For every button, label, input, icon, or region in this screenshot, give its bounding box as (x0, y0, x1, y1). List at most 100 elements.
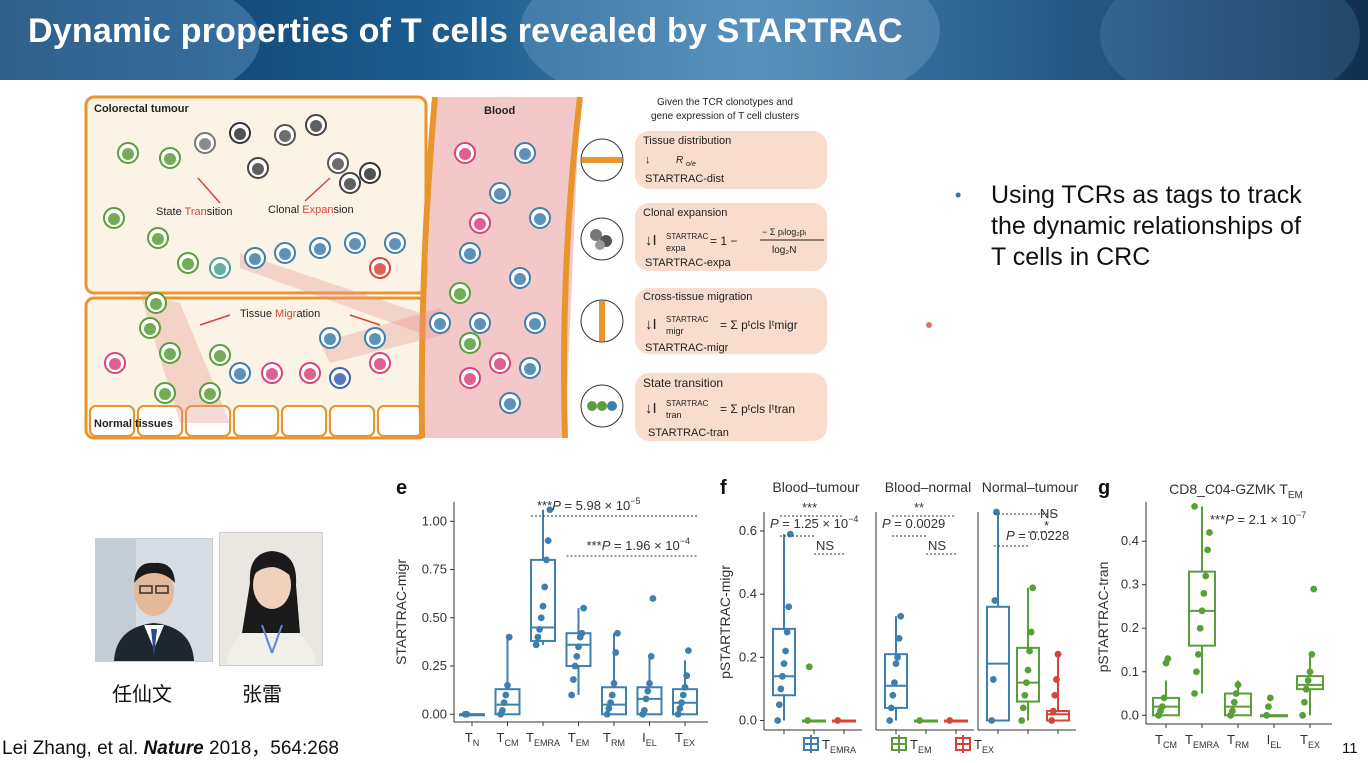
t-cell (199, 382, 221, 404)
data-point (891, 679, 898, 687)
t-cell (299, 362, 321, 384)
p-value: P = 0.0228 (1006, 528, 1069, 543)
legend-item-0: TEMRA (803, 735, 856, 755)
data-point (1196, 624, 1204, 632)
x-tick-label: IEL (642, 730, 657, 748)
data-point (532, 641, 540, 649)
data-point (536, 625, 543, 633)
label-state-transition: State Transition (156, 206, 232, 218)
data-point (892, 660, 900, 668)
data-point (1024, 666, 1032, 674)
t-cell (139, 317, 161, 339)
data-point (647, 652, 655, 660)
box-body (1296, 675, 1324, 691)
data-point (775, 701, 783, 709)
data-point (571, 662, 579, 670)
data-point (569, 676, 577, 683)
y-tick-label: 0.0 (739, 713, 757, 728)
t-cells (103, 114, 551, 414)
data-point (1048, 717, 1056, 724)
x-tick-label: TRM (1227, 732, 1249, 750)
data-point (580, 604, 588, 612)
t-cell (509, 267, 531, 289)
data-point (1308, 650, 1316, 658)
svg-text:tran: tran (666, 410, 682, 420)
svg-text:↓I: ↓I (645, 316, 657, 333)
t-cell (159, 147, 181, 169)
label-colorectal: Colorectal tumour (94, 103, 189, 115)
data-point (1234, 681, 1242, 689)
t-cell (209, 257, 231, 279)
facet-title: Normal–tumour (982, 479, 1079, 495)
chart-f: f pSTARTRAC-migr 0.0 0.2 0.4 0.6 Blood–tumour *… (717, 477, 1079, 755)
svg-text:Clonal expansion: Clonal expansion (643, 207, 727, 219)
box-0 (1152, 655, 1180, 719)
citation-journal: Nature (143, 738, 204, 759)
data-point (1306, 668, 1314, 676)
svg-text:STARTRAC-tran: STARTRAC-tran (648, 427, 729, 439)
panel-label-g: g (1098, 477, 1110, 499)
data-point (537, 614, 545, 622)
data-point (897, 612, 905, 620)
label-normal: Normal tissues (94, 418, 173, 430)
y-axis-label: pSTARTRAC-tran (1095, 562, 1111, 673)
data-point (578, 629, 586, 637)
x-tick-label: TEM (568, 730, 589, 748)
t-cell (489, 352, 511, 374)
data-point (1018, 717, 1026, 724)
t-cell (459, 332, 481, 354)
svg-text:Tissue distribution: Tissue distribution (643, 135, 731, 147)
box-body (565, 632, 592, 668)
t-cell (339, 172, 361, 194)
data-point (1193, 668, 1200, 676)
title-banner (0, 0, 1368, 80)
svg-text:↓I: ↓I (645, 400, 657, 417)
data-point (1302, 685, 1310, 693)
chart-title: CD8_C04-GZMK TEM (1169, 481, 1303, 501)
stat-label: ** (914, 500, 924, 515)
t-cell (305, 114, 327, 136)
legend-item-2: TEX (955, 735, 994, 755)
x-tick-label: TEX (1300, 732, 1320, 750)
svg-text:log₂N: log₂N (772, 245, 796, 256)
box-2 (944, 717, 968, 724)
chart-e: e 0.00 0.25 0.50 0.75 1.00 STARTRAC-migr TN TCM T… (393, 477, 708, 748)
data-point (1299, 711, 1306, 719)
svg-text:expa: expa (666, 243, 686, 253)
data-point (539, 602, 547, 610)
box-1 (914, 717, 938, 724)
data-point (1230, 698, 1238, 706)
box-body (494, 688, 521, 716)
t-cell (319, 327, 341, 349)
box-0 (772, 530, 796, 724)
y-tick-label: 0.6 (739, 523, 757, 538)
data-point (534, 633, 542, 641)
box-4 (601, 629, 627, 718)
t-cell (369, 257, 391, 279)
data-point (805, 663, 813, 671)
name-person-2: 张雷 (242, 682, 282, 706)
data-point (988, 717, 996, 724)
data-point (607, 699, 614, 707)
data-point (774, 717, 782, 724)
x-tick-label: TEMRA (1185, 732, 1219, 750)
data-point (674, 710, 682, 718)
y-tick-label: 0.2 (1121, 620, 1139, 635)
data-point (642, 695, 650, 703)
panel-label-f: f (720, 477, 727, 499)
box-2 (832, 717, 856, 724)
box-state-transition: State transition ↓I STARTRAC tran = Σ pᵗ… (580, 373, 827, 441)
data-point (780, 660, 788, 668)
data-point (546, 506, 554, 514)
y-tick-label: 1.00 (422, 513, 447, 528)
box-3 (565, 604, 592, 699)
data-point (1198, 607, 1206, 615)
stat-label: *** (802, 500, 817, 515)
sig-annotation: ***P = 2.1 × 10−7 (1210, 510, 1306, 527)
schematic-header-2: gene expression of T cell clusters (651, 111, 799, 122)
svg-text:STARTRAC: STARTRAC (666, 232, 709, 241)
t-cell (261, 362, 283, 384)
svg-text:R: R (676, 155, 683, 166)
t-cell (209, 344, 231, 366)
svg-text:↓: ↓ (645, 154, 651, 166)
